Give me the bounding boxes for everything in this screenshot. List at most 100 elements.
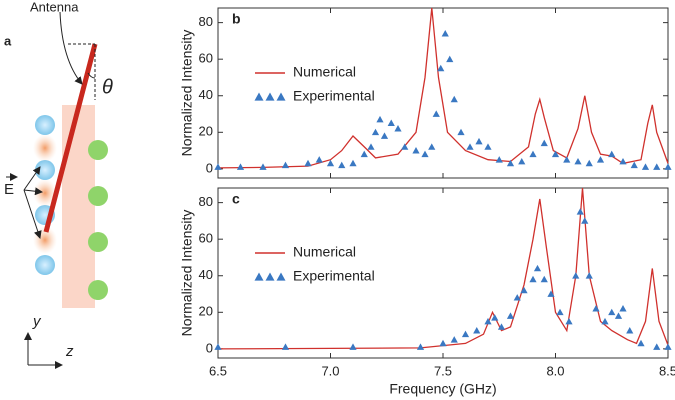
field-arrow (23, 166, 41, 191)
marker (529, 275, 537, 283)
marker (446, 55, 454, 63)
antenna-label: Antenna (30, 0, 79, 14)
resonator (88, 232, 108, 252)
field-arrow (23, 189, 42, 239)
diagram: a Antenna θ E y z (4, 0, 113, 369)
marker (533, 264, 542, 272)
marker (497, 323, 506, 330)
x-tick-label: 6.5 (209, 363, 227, 378)
marker (574, 157, 582, 165)
marker (281, 343, 290, 350)
substrate (62, 105, 95, 308)
marker (626, 326, 634, 334)
marker (563, 156, 571, 163)
marker (576, 208, 584, 215)
marker (551, 150, 560, 158)
marker (236, 163, 245, 170)
marker (259, 163, 267, 170)
antenna (43, 43, 98, 233)
y-axis-label: y (32, 313, 42, 330)
marker (432, 110, 440, 117)
legend-swatch (265, 272, 275, 281)
y-tick-label: 40 (199, 267, 213, 282)
y-tick-label: 0 (206, 160, 213, 175)
y-tick-label: 20 (199, 304, 213, 319)
marker (608, 308, 616, 316)
resonator (88, 280, 108, 300)
marker (349, 159, 357, 167)
marker (581, 217, 589, 224)
marker (653, 343, 661, 350)
x-tick-label: 7.0 (321, 363, 339, 378)
marker (565, 317, 573, 325)
marker (466, 143, 474, 150)
marker (416, 343, 425, 350)
marker (439, 339, 447, 347)
legend-label: Experimental (293, 88, 375, 104)
marker (281, 161, 290, 169)
marker (664, 343, 672, 350)
marker (461, 330, 470, 338)
marker (457, 128, 465, 136)
plot-frame (217, 7, 669, 179)
y-tick-label: 60 (199, 231, 213, 246)
marker (608, 150, 616, 158)
y-tick-label: 40 (199, 87, 213, 102)
marker (637, 339, 645, 347)
resonator (35, 115, 55, 135)
marker (214, 343, 222, 350)
marker (572, 272, 580, 279)
marker (653, 163, 661, 170)
marker (441, 29, 449, 37)
marker (450, 95, 458, 103)
y-tick-label: 0 (206, 340, 213, 355)
plot-frame (217, 187, 669, 359)
legend-swatch (276, 272, 286, 281)
marker (394, 125, 402, 132)
marker (473, 326, 481, 334)
marker (619, 305, 627, 312)
field-arrow (23, 187, 43, 196)
marker (614, 312, 623, 319)
marker (376, 115, 384, 123)
marker (484, 317, 492, 325)
marker (601, 317, 609, 325)
legend-swatch (265, 92, 275, 101)
resonator (35, 255, 55, 275)
legend-label: Numerical (293, 64, 356, 80)
marker (380, 132, 389, 139)
field-label: E (4, 181, 14, 198)
marker (491, 314, 499, 321)
marker (547, 290, 555, 297)
marker (630, 161, 638, 169)
panel-label: a (4, 33, 12, 48)
marker (664, 163, 672, 170)
marker (214, 163, 222, 170)
marker (315, 156, 323, 163)
legend-label: Experimental (293, 268, 375, 284)
plot: 0 20 40 60 80 6.5 7.0 7.5 8.0 8.5 Numerical Experim… (179, 187, 675, 397)
marker (349, 343, 357, 350)
z-axis-label: z (65, 343, 74, 360)
marker (506, 312, 515, 319)
marker (428, 143, 436, 150)
marker (520, 286, 528, 294)
panel-label: c (232, 191, 240, 207)
field-spot (33, 134, 57, 162)
marker (338, 161, 346, 169)
marker (540, 275, 548, 283)
marker (484, 143, 492, 150)
legend-swatch (254, 272, 264, 281)
marker (475, 137, 483, 145)
marker (421, 150, 429, 158)
marker (540, 139, 548, 147)
series-line (217, 187, 669, 350)
marker (371, 128, 380, 136)
marker (556, 308, 564, 316)
x-tick-label: 7.5 (434, 363, 452, 378)
marker (360, 150, 368, 158)
angle-arc (87, 72, 96, 79)
series-line (217, 7, 669, 169)
field-spot (33, 179, 57, 207)
